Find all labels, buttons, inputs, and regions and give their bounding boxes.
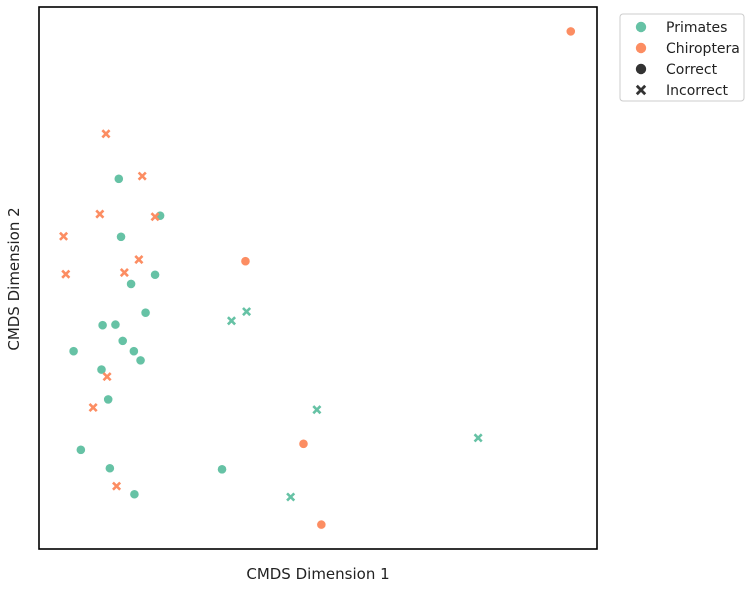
legend: Primates Chiroptera Correct Incorrect bbox=[619, 13, 745, 102]
legend-marker-primates bbox=[635, 21, 647, 33]
legend-label-primates: Primates bbox=[666, 20, 727, 36]
point-chiroptera-incorrect-29 bbox=[95, 209, 105, 219]
point-primates-correct-5 bbox=[140, 307, 151, 318]
legend-label-incorrect: Incorrect bbox=[666, 83, 729, 99]
point-primates-correct-14 bbox=[75, 444, 86, 455]
point-chiroptera-correct-24 bbox=[240, 256, 251, 267]
scatter-points bbox=[59, 26, 576, 530]
point-primates-correct-4 bbox=[126, 279, 136, 289]
point-chiroptera-incorrect-32 bbox=[134, 255, 144, 265]
legend-marker-incorrect bbox=[635, 84, 647, 96]
point-chiroptera-incorrect-34 bbox=[61, 269, 71, 279]
point-chiroptera-incorrect-33 bbox=[119, 268, 129, 278]
legend-marker-correct bbox=[635, 63, 647, 75]
point-primates-incorrect-18 bbox=[226, 316, 237, 326]
point-chiroptera-incorrect-31 bbox=[59, 231, 69, 241]
point-chiroptera-incorrect-30 bbox=[150, 212, 160, 222]
point-primates-correct-16 bbox=[129, 489, 140, 500]
point-primates-correct-10 bbox=[135, 355, 146, 366]
point-chiroptera-incorrect-36 bbox=[88, 403, 98, 413]
point-primates-correct-11 bbox=[68, 346, 79, 357]
point-primates-incorrect-21 bbox=[473, 433, 483, 443]
point-primates-correct-8 bbox=[117, 335, 128, 346]
point-chiroptera-incorrect-28 bbox=[137, 171, 147, 181]
point-primates-correct-15 bbox=[104, 463, 115, 474]
point-chiroptera-incorrect-27 bbox=[101, 129, 111, 139]
point-primates-correct-6 bbox=[97, 320, 108, 331]
point-chiroptera-incorrect-37 bbox=[112, 481, 122, 491]
x-axis-label: CMDS Dimension 1 bbox=[246, 565, 389, 583]
legend-marker-chiroptera bbox=[635, 42, 647, 54]
point-primates-correct-3 bbox=[150, 269, 160, 280]
legend-label-chiroptera: Chiroptera bbox=[666, 41, 740, 57]
point-chiroptera-correct-26 bbox=[316, 519, 327, 530]
point-primates-correct-7 bbox=[110, 319, 121, 330]
legend-label-correct: Correct bbox=[666, 62, 718, 78]
legend-frame bbox=[619, 13, 745, 102]
point-primates-incorrect-20 bbox=[312, 405, 322, 415]
point-chiroptera-incorrect-35 bbox=[102, 372, 112, 382]
point-primates-correct-13 bbox=[103, 394, 114, 405]
y-axis-label: CMDS Dimension 2 bbox=[5, 207, 23, 350]
point-primates-correct-12 bbox=[96, 364, 107, 375]
point-chiroptera-correct-25 bbox=[298, 438, 309, 449]
point-primates-incorrect-22 bbox=[286, 492, 296, 502]
point-primates-correct-0 bbox=[113, 173, 124, 184]
point-primates-correct-9 bbox=[128, 346, 139, 357]
point-primates-correct-2 bbox=[116, 231, 126, 242]
plot-area-frame bbox=[38, 6, 598, 550]
point-chiroptera-correct-23 bbox=[565, 26, 576, 37]
point-primates-correct-17 bbox=[217, 464, 227, 475]
point-primates-incorrect-19 bbox=[242, 307, 252, 317]
